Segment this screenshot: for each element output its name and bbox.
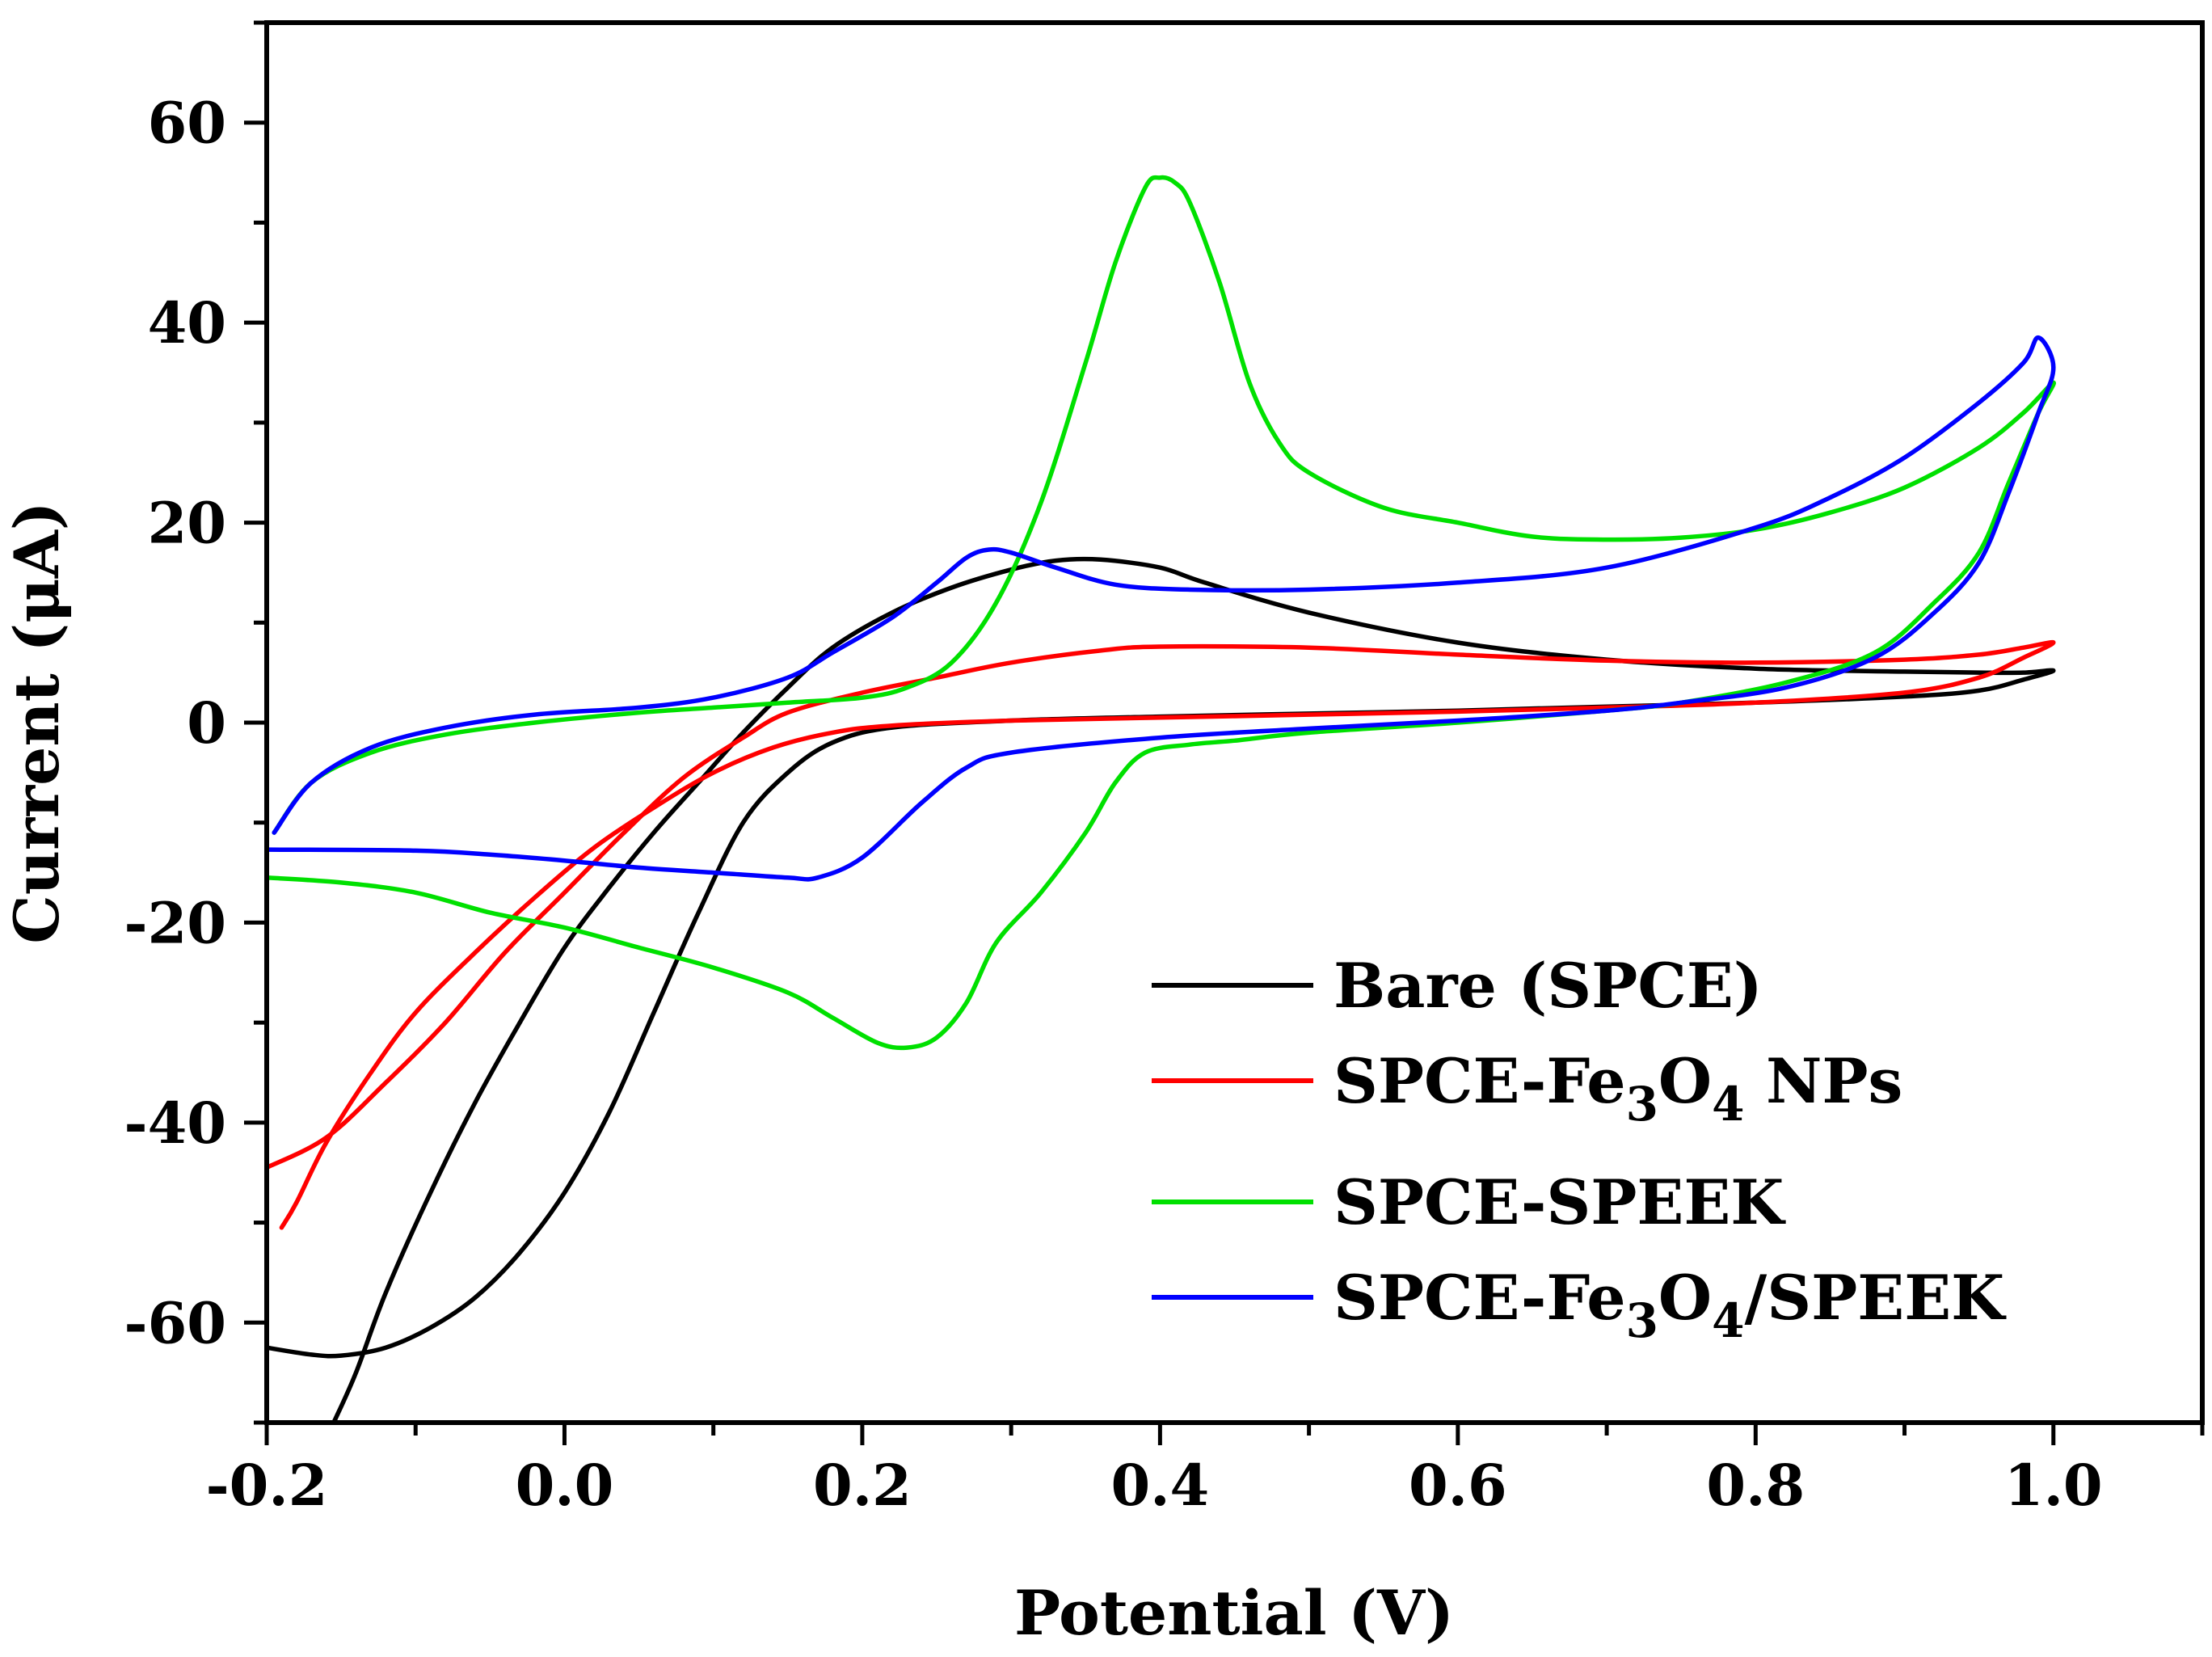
y-tick-label: 0 [187, 689, 226, 757]
series-line-1 [267, 556, 2056, 1423]
x-axis-ticks [264, 1423, 2205, 1445]
legend-label: SPCE-Fe3O4 NPs [1334, 1045, 1902, 1132]
legend-label: SPCE-Fe3O4/SPEEK [1334, 1262, 2007, 1348]
x-tick-label: 0.8 [1706, 1452, 1805, 1519]
legend-entry-4: SPCE-Fe3O4/SPEEK [1152, 1262, 2007, 1348]
y-tick-label: 60 [148, 90, 226, 157]
y-axis-ticks [244, 20, 267, 1425]
y-axis-tick-labels: -60 -40 -20 0 20 40 60 [124, 90, 226, 1357]
x-tick-label: 0.2 [813, 1452, 912, 1519]
legend-entry-3: SPCE-SPEEK [1152, 1166, 1786, 1238]
series-line-4 [267, 335, 2056, 882]
series-line-2 [267, 639, 2056, 1230]
x-tick-label: 0.0 [516, 1452, 614, 1519]
x-tick-label: -0.2 [206, 1452, 328, 1519]
plot-curves [267, 175, 2056, 1423]
legend-entry-1: Bare (SPCE) [1152, 950, 1763, 1022]
legend-entry-2: SPCE-Fe3O4 NPs [1152, 1045, 1902, 1132]
legend-label: SPCE-SPEEK [1334, 1166, 1786, 1238]
legend: Bare (SPCE) SPCE-Fe3O4 NPs SPCE-SPEEK SPCE-… [1152, 950, 2007, 1348]
y-tick-label: -60 [124, 1289, 226, 1356]
y-tick-label: -40 [124, 1090, 226, 1157]
legend-label: Bare (SPCE) [1334, 950, 1763, 1022]
series-line-3 [267, 175, 2056, 1051]
x-axis-title: Potential (V) [1014, 1577, 1454, 1649]
x-tick-label: 1.0 [2004, 1452, 2103, 1519]
x-tick-label: 0.6 [1409, 1452, 1507, 1519]
y-axis-title: Current (μA) [1, 501, 73, 944]
y-tick-label: 40 [148, 289, 226, 356]
y-tick-label: -20 [124, 889, 226, 956]
x-axis-tick-labels: -0.2 0.0 0.2 0.4 0.6 0.8 1.0 [206, 1452, 2103, 1519]
x-tick-label: 0.4 [1110, 1452, 1209, 1519]
y-tick-label: 20 [148, 490, 226, 557]
